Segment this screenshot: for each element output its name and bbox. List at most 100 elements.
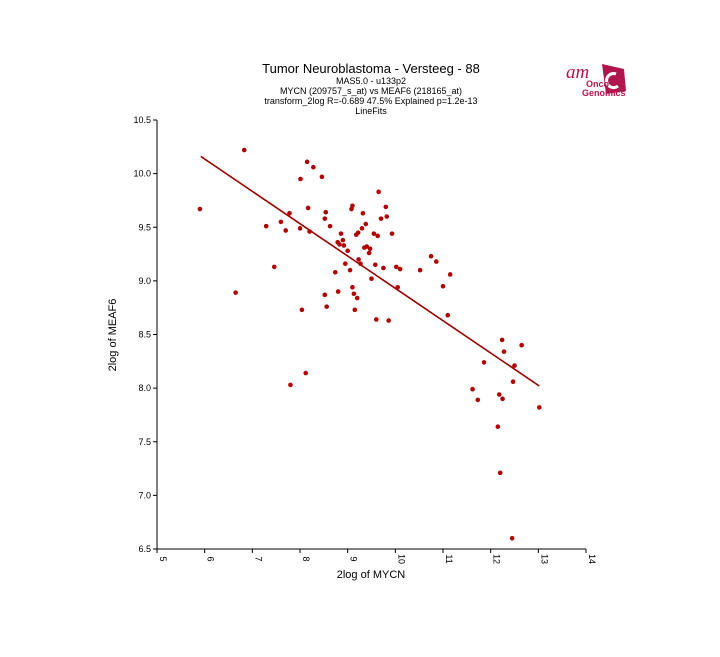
- data-point: [350, 203, 355, 209]
- chart-subtitle-3: transform_2log R=-0.689 47.5% Explained …: [264, 96, 477, 106]
- y-tick-label: 10.0: [133, 169, 151, 179]
- data-point: [363, 221, 369, 227]
- data-point: [352, 307, 358, 313]
- data-point: [369, 276, 374, 282]
- y-axis-label: 2log of MEAF6: [107, 299, 119, 372]
- y-tick-label: 10.5: [133, 115, 151, 125]
- data-point: [470, 386, 475, 392]
- data-point: [355, 230, 361, 235]
- data-point: [233, 290, 238, 295]
- data-point: [356, 257, 361, 262]
- data-point: [501, 349, 507, 354]
- data-point: [386, 318, 391, 323]
- data-point: [440, 283, 446, 289]
- data-point: [512, 363, 517, 368]
- x-tick-label: 9: [349, 556, 359, 561]
- chart-subtitle-4: LineFits: [355, 106, 387, 116]
- data-point: [510, 379, 516, 384]
- data-point: [322, 216, 328, 221]
- data-point: [327, 223, 333, 229]
- data-point: [298, 176, 303, 182]
- data-point: [367, 246, 373, 251]
- data-point: [481, 360, 487, 365]
- data-point: [434, 259, 439, 264]
- data-point: [319, 174, 325, 180]
- fit-line-group: [200, 155, 540, 387]
- data-point: [371, 231, 377, 236]
- data-point: [536, 405, 542, 410]
- data-point: [495, 424, 501, 430]
- y-tick-label: 7.5: [138, 437, 151, 447]
- data-point: [311, 164, 316, 170]
- regression-line: [200, 155, 540, 387]
- data-point: [383, 204, 389, 210]
- data-point: [354, 295, 360, 301]
- data-point: [364, 244, 370, 249]
- y-tick-label: 8.5: [138, 330, 151, 340]
- data-point: [324, 304, 329, 309]
- data-points: [197, 147, 542, 541]
- data-point: [338, 231, 344, 236]
- data-point: [496, 392, 502, 397]
- data-point: [299, 307, 305, 313]
- data-point: [381, 265, 386, 271]
- data-point: [335, 289, 341, 294]
- data-point: [366, 250, 372, 256]
- data-point: [389, 231, 395, 236]
- y-tick-label: 7.0: [138, 490, 151, 500]
- data-point: [345, 248, 350, 254]
- data-point: [283, 228, 289, 233]
- data-point: [304, 159, 310, 165]
- amc-oncogenomics-logo: am Onco Genomics: [566, 62, 626, 98]
- data-point: [509, 535, 515, 541]
- data-point: [332, 269, 338, 275]
- x-tick-label: 13: [539, 554, 549, 564]
- data-point: [384, 214, 390, 219]
- x-tick-label: 11: [444, 554, 454, 563]
- data-point: [263, 223, 269, 229]
- x-tick-label: 6: [206, 556, 216, 561]
- logo-text-am: am: [566, 62, 589, 83]
- x-axis-label: 2log of MYCN: [337, 569, 406, 581]
- data-point: [351, 291, 357, 297]
- data-point: [475, 397, 481, 403]
- data-point: [497, 470, 503, 476]
- data-point: [359, 226, 365, 231]
- plot-area: [156, 120, 586, 550]
- data-point: [393, 264, 399, 270]
- data-point: [288, 382, 293, 388]
- data-point: [360, 211, 366, 216]
- chart-subtitle-1: MAS5.0 - u133p2: [336, 76, 406, 86]
- data-point: [375, 233, 380, 239]
- data-point: [342, 261, 348, 267]
- data-point: [378, 216, 384, 221]
- data-point: [373, 262, 378, 268]
- logo-text-genomics: Genomics: [582, 88, 626, 98]
- logo-text-onco: Onco: [586, 79, 610, 89]
- data-point: [305, 205, 311, 211]
- data-point: [376, 189, 381, 195]
- data-point: [373, 317, 379, 322]
- data-point: [287, 211, 292, 216]
- x-tick-label: 7: [253, 556, 263, 561]
- data-point: [500, 396, 505, 402]
- data-point: [322, 292, 328, 298]
- x-tick-label: 8: [301, 556, 311, 561]
- data-point: [340, 237, 346, 243]
- data-point: [499, 337, 505, 343]
- x-axis-ticks: 5 6 7 8 9 10 11 12 13 14: [156, 549, 597, 564]
- data-point: [297, 226, 303, 231]
- data-point: [278, 219, 284, 225]
- logo-mark-cutout: [605, 72, 619, 90]
- data-point: [519, 342, 524, 348]
- x-tick-label: 14: [587, 554, 597, 564]
- data-point: [347, 267, 353, 273]
- data-point: [397, 266, 403, 272]
- data-point: [341, 243, 347, 248]
- data-point: [428, 253, 434, 259]
- y-tick-label: 6.5: [138, 544, 151, 554]
- data-point: [271, 264, 277, 270]
- data-point: [197, 206, 203, 212]
- y-tick-label: 9.0: [138, 276, 151, 286]
